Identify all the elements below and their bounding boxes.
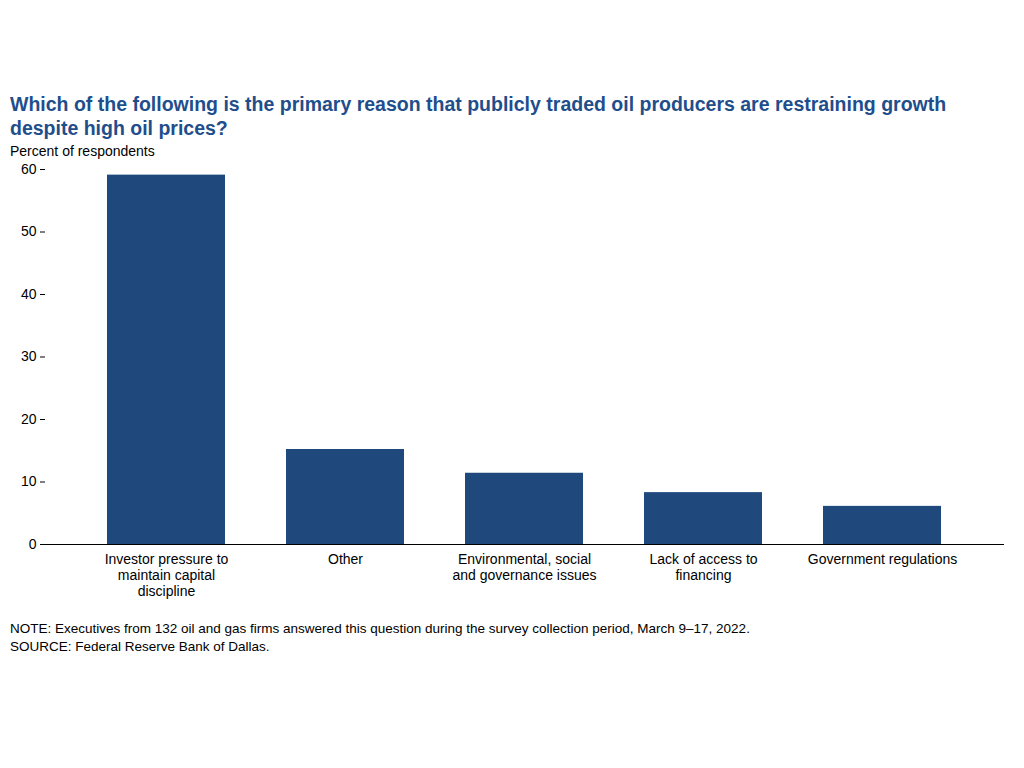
svg-text:Government regulations: Government regulations bbox=[808, 551, 957, 567]
svg-text:Other: Other bbox=[328, 551, 363, 567]
html-text:SOURCE: Federal Reserve Bank o: SOURCE: Federal Reserve Bank of Dallas. bbox=[10, 639, 270, 654]
svg-text:40: 40 bbox=[21, 286, 37, 302]
svg-text:0: 0 bbox=[29, 536, 37, 552]
svg-text:60: 60 bbox=[21, 161, 37, 177]
svg-text:Environmental, socialand gover: Environmental, socialand governance issu… bbox=[453, 551, 597, 583]
svg-text:Investor pressure tomaintain c: Investor pressure tomaintain capitaldisc… bbox=[105, 551, 229, 599]
html-text:NOTE: Executives from 132 oil: NOTE: Executives from 132 oil and gas fi… bbox=[10, 621, 750, 636]
html-text:Percent of respondents: Percent of respondents bbox=[10, 143, 155, 159]
svg-text:10: 10 bbox=[21, 473, 37, 489]
html-text:Which of the following is the: Which of the following is the primary re… bbox=[10, 93, 947, 139]
svg-text:20: 20 bbox=[21, 411, 37, 427]
svg-text:50: 50 bbox=[21, 223, 37, 239]
svg-text:Lack of access tofinancing: Lack of access tofinancing bbox=[649, 551, 757, 583]
svg-text:30: 30 bbox=[21, 348, 37, 364]
